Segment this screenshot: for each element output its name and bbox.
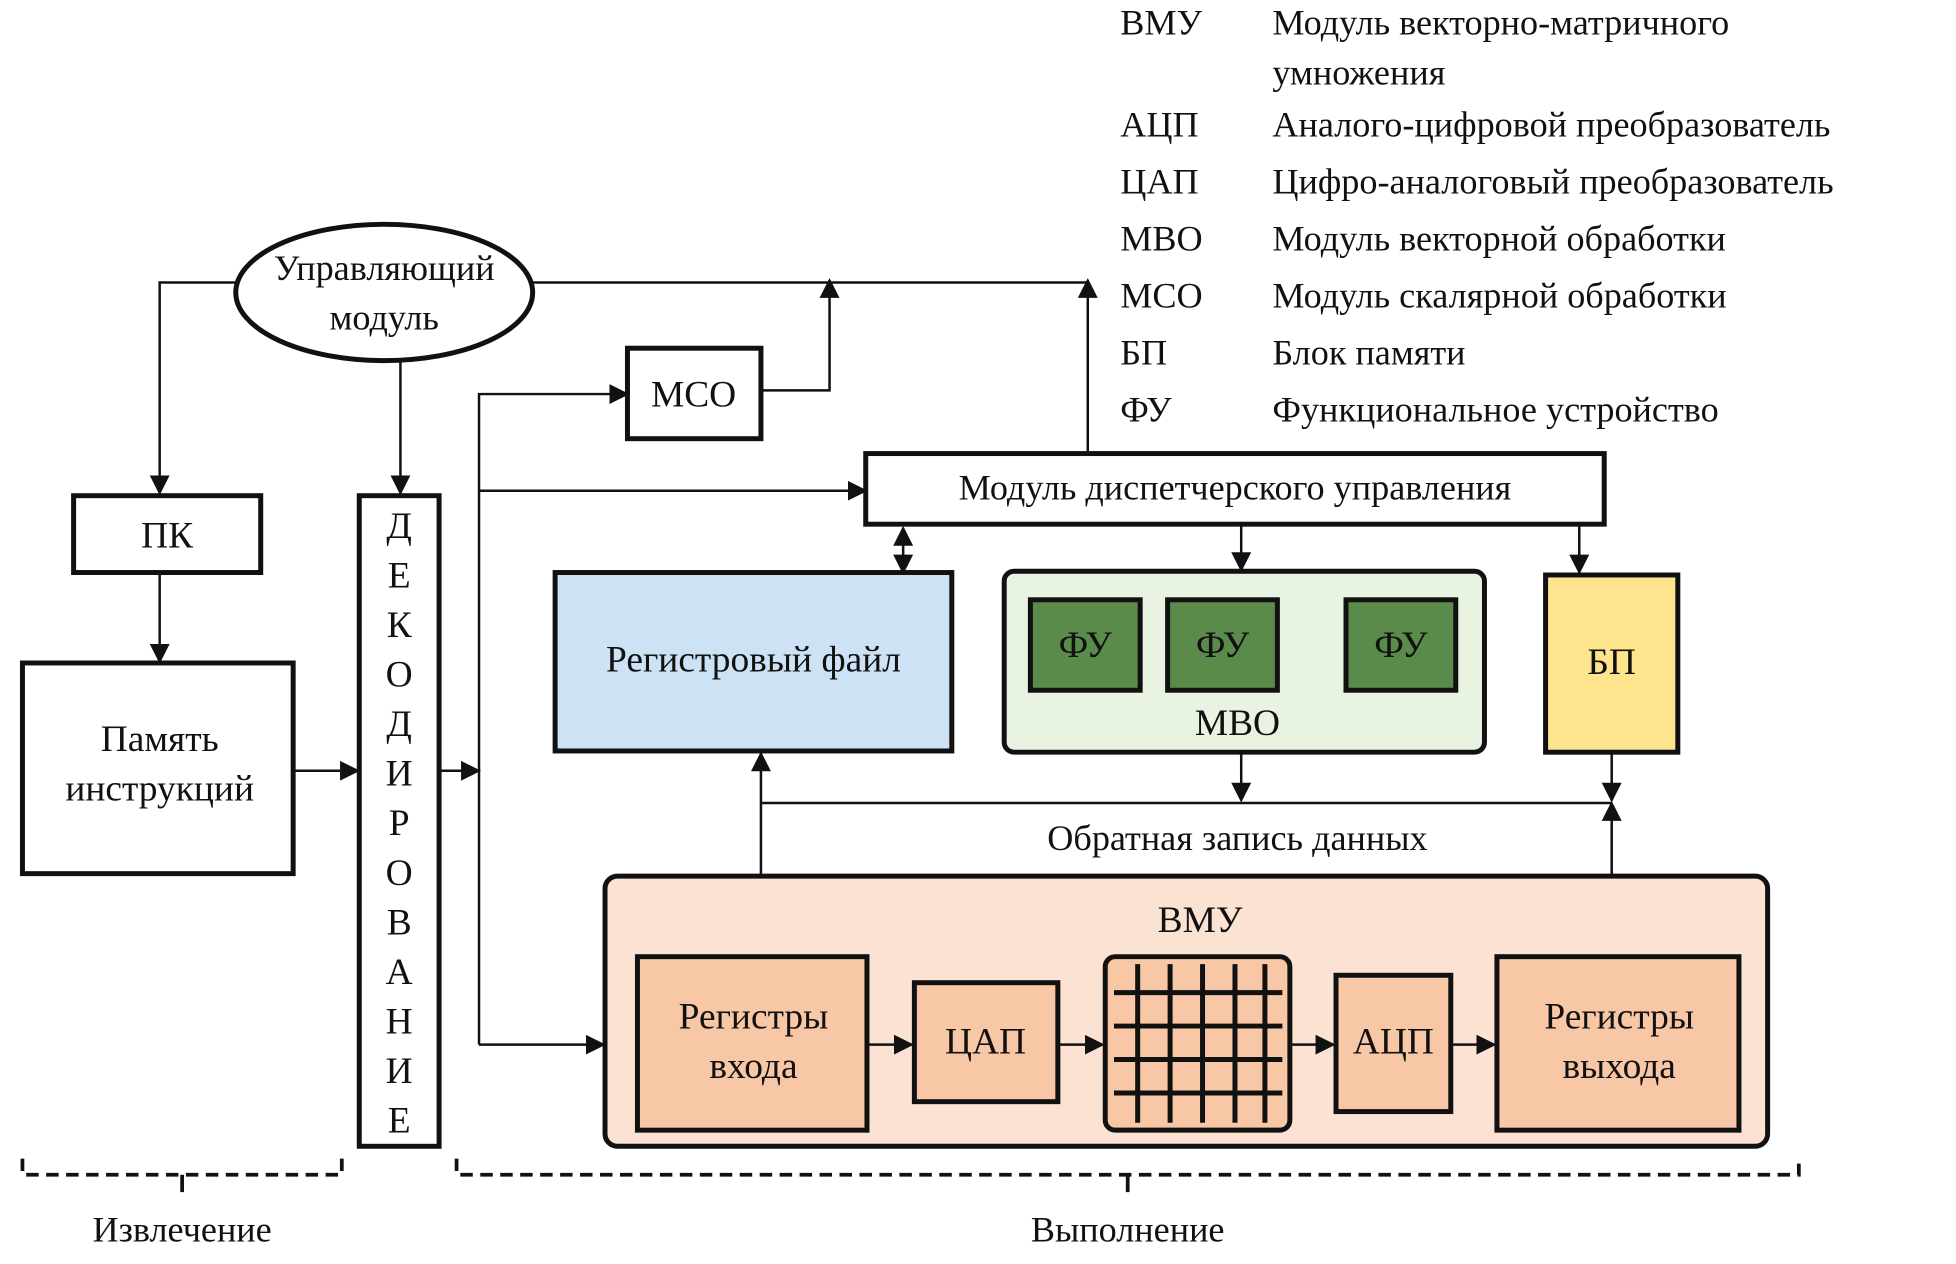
decode-letter: В [387, 902, 412, 943]
decode-letter: Д [386, 506, 412, 547]
decode-letter: И [386, 754, 413, 795]
output-registers [1494, 954, 1742, 1133]
svg-text:Управляющий: Управляющий [274, 248, 495, 288]
decode-letter: О [386, 853, 413, 894]
decode-letter: К [387, 605, 412, 646]
legend-abbr: ФУ [1120, 389, 1172, 429]
decode-letter: Д [386, 704, 412, 745]
fu-block [1343, 597, 1459, 693]
decode-letter: Е [388, 555, 411, 596]
dispatch-block: Модуль диспетчерского управления [863, 451, 1607, 527]
execute-stage-label: Выполнение [1031, 1210, 1225, 1250]
register-file-block: Регистровый файл [552, 570, 955, 754]
decode-letter: О [386, 655, 413, 696]
svg-text:Регистры: Регистры [679, 997, 829, 1038]
decode-letter: Е [388, 1101, 411, 1142]
legend-desc: Цифро-аналоговый преобразователь [1272, 161, 1833, 201]
legend-desc: Блок памяти [1272, 332, 1465, 372]
pc-block: ПК [71, 493, 264, 575]
legend-abbr: ЦАП [1120, 161, 1198, 201]
fu-block [1165, 597, 1280, 693]
legend-desc: Функциональное устройство [1272, 389, 1718, 429]
svg-text:ФУ: ФУ [1059, 625, 1113, 666]
svg-text:Память: Память [101, 719, 219, 760]
svg-text:выхода: выхода [1562, 1046, 1676, 1087]
svg-text:Модуль диспетчерского управлен: Модуль диспетчерского управления [959, 468, 1512, 508]
legend: ВМУ Модуль векторно-матричного умножения… [1120, 3, 1833, 430]
instruction-memory-block: Память инструкций [19, 660, 296, 877]
mvo-block: ФУ ФУ ФУ МВО [1001, 568, 1487, 755]
svg-text:ФУ: ФУ [1196, 625, 1250, 666]
decode-letter: А [386, 952, 413, 993]
legend-abbr: АЦП [1120, 104, 1198, 144]
mso-block: МСО [624, 345, 764, 442]
legend-desc: Модуль векторно-матричного [1272, 3, 1729, 43]
fu-block [1027, 597, 1143, 693]
stage-brackets [20, 1158, 1801, 1193]
legend-abbr: БП [1120, 332, 1167, 372]
svg-text:АЦП: АЦП [1353, 1021, 1434, 1062]
svg-text:ЦАП: ЦАП [945, 1021, 1026, 1062]
legend-desc: Аналого-цифровой преобразователь [1272, 104, 1830, 144]
svg-text:БП: БП [1587, 642, 1636, 683]
svg-text:ВМУ: ВМУ [1158, 900, 1243, 941]
decode-letter: И [386, 1051, 413, 1092]
svg-text:МСО: МСО [651, 375, 736, 416]
legend-abbr: ВМУ [1120, 3, 1202, 43]
control-module: Управляющий модуль [233, 221, 536, 364]
svg-text:Регистровый файл: Регистровый файл [606, 640, 901, 681]
crossbar-array-icon [1102, 954, 1293, 1133]
memory-block-bp: БП [1543, 572, 1681, 755]
svg-text:входа: входа [709, 1046, 798, 1087]
legend-desc: Модуль скалярной обработки [1272, 275, 1726, 315]
legend-abbr: МВО [1120, 218, 1202, 258]
adc-block [1333, 972, 1454, 1115]
writeback-label: Обратная запись данных [1047, 818, 1427, 858]
decode-letter: Р [389, 803, 410, 844]
svg-text:ФУ: ФУ [1374, 625, 1428, 666]
decode-letter: Н [386, 1002, 413, 1043]
legend-desc: умножения [1272, 52, 1445, 92]
svg-text:МВО: МВО [1195, 703, 1280, 744]
connectors [149, 278, 1622, 1055]
vmu-block: ВМУ Регистры входа ЦАП АЦП Регистры выхо… [602, 873, 1771, 1149]
legend-abbr: МСО [1120, 275, 1202, 315]
svg-text:модуль: модуль [330, 298, 439, 338]
input-registers [634, 954, 870, 1133]
legend-desc: Модуль векторной обработки [1272, 218, 1725, 258]
svg-text:ПК: ПК [141, 516, 193, 557]
svg-text:инструкций: инструкций [65, 769, 254, 810]
fetch-stage-label: Извлечение [93, 1210, 272, 1250]
dac-block [911, 980, 1061, 1105]
svg-text:Регистры: Регистры [1544, 997, 1694, 1038]
